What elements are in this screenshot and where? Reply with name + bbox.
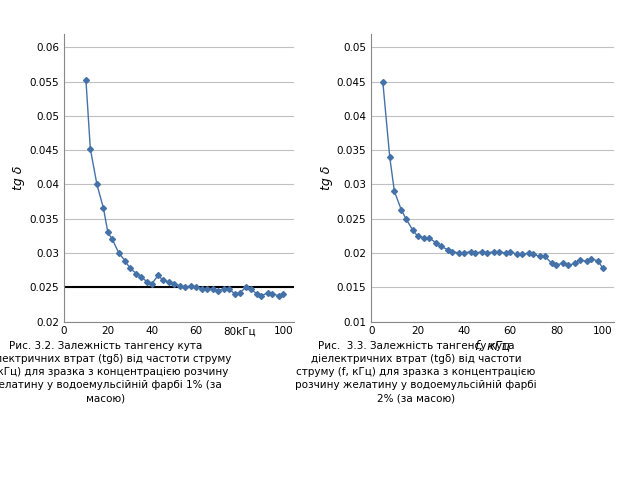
Text: Рис. 3.2. Залежність тангенсу кута
діелектричних втрат (tgδ) від частоти струму
: Рис. 3.2. Залежність тангенсу кута діеле… — [0, 341, 232, 404]
Y-axis label: tg δ: tg δ — [319, 166, 333, 190]
Y-axis label: tg δ: tg δ — [12, 166, 26, 190]
Text: Рис.  3.3. Залежність тангенсу кута
діелектричних втрат (tgδ) від частоти
струму: Рис. 3.3. Залежність тангенсу кута діеле… — [295, 341, 537, 404]
X-axis label: f, кГц: f, кГц — [476, 339, 510, 352]
